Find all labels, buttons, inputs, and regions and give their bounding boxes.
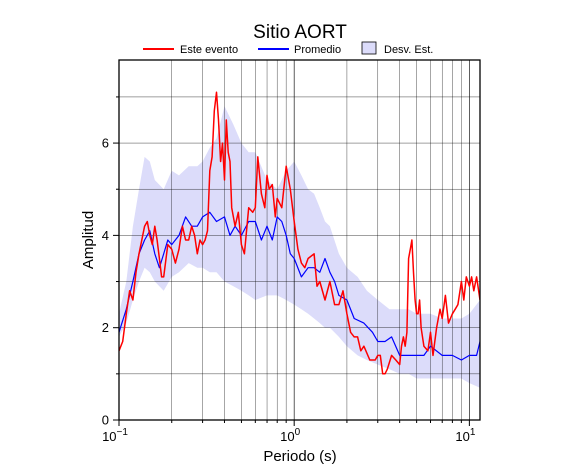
x-tick-exponent: 0 xyxy=(295,427,301,438)
y-axis-label: Amplitud xyxy=(80,211,97,269)
x-tick-exponent: −1 xyxy=(117,427,129,438)
chart-title: Sitio AORT xyxy=(253,22,347,43)
y-tick-label: 0 xyxy=(102,413,109,428)
event-line xyxy=(119,91,480,375)
legend-swatch xyxy=(361,41,377,55)
legend-label: Este evento xyxy=(180,44,238,56)
average-line xyxy=(119,211,480,361)
x-axis-label: Periodo (s) xyxy=(263,448,336,465)
series-layer xyxy=(119,91,480,375)
grid-lines xyxy=(118,60,480,420)
x-tick-exponent: 1 xyxy=(470,427,476,438)
legend-label: Desv. Est. xyxy=(384,44,433,56)
y-tick-label: 4 xyxy=(102,228,109,243)
legend: Este evento Promedio Desv. Est. xyxy=(143,41,433,56)
y-tick-label: 6 xyxy=(102,136,109,151)
x-tick-label: 10−1 xyxy=(102,427,128,444)
legend-label: Promedio xyxy=(294,44,341,56)
plot-frame xyxy=(118,59,481,421)
x-tick-label: 100 xyxy=(280,427,300,444)
y-tick-label: 2 xyxy=(102,320,109,335)
x-tick-label: 101 xyxy=(455,427,475,444)
